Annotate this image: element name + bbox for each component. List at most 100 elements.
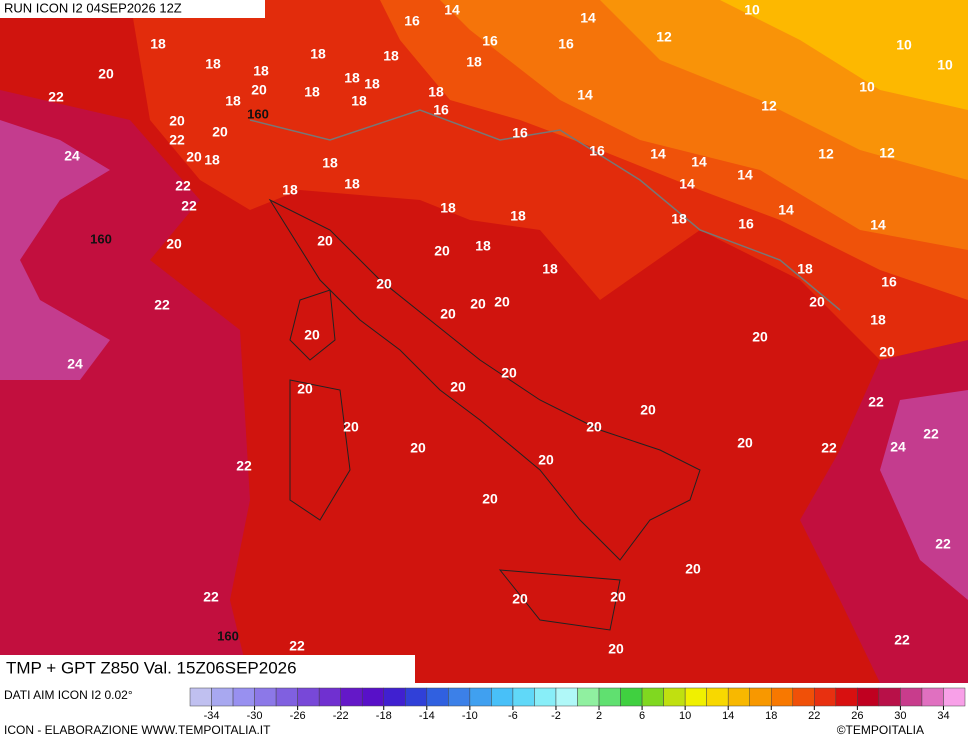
colorbar-tick-label: 18: [765, 710, 777, 722]
temperature-label: 14: [577, 87, 593, 103]
colorbar-swatch: [297, 687, 320, 707]
colorbar-tick-label: -22: [333, 710, 349, 722]
colorbar-swatch: [727, 687, 750, 707]
temperature-label: 20: [212, 124, 228, 140]
temperature-label: 18: [671, 211, 687, 227]
colorbar-swatch: [684, 687, 707, 707]
temperature-label: 20: [166, 236, 182, 252]
temperature-label: 10: [859, 79, 875, 95]
temperature-label: 20: [512, 591, 528, 607]
temperature-label: 18: [344, 70, 360, 86]
colorbar-swatch: [641, 687, 664, 707]
temperature-label: 20: [737, 435, 753, 451]
temperature-label: 20: [879, 344, 895, 360]
colorbar-tick-label: -34: [204, 710, 220, 722]
temperature-label: 20: [538, 452, 554, 468]
temperature-label: 22: [868, 394, 884, 410]
temperature-label: 12: [656, 29, 672, 45]
colorbar-swatch: [189, 687, 212, 707]
colorbar-tick-label: -6: [508, 710, 518, 722]
temperature-label: 16: [558, 36, 574, 52]
temperature-label: 20: [410, 440, 426, 456]
temperature-label: 22: [821, 440, 837, 456]
zone-24: [0, 120, 110, 380]
temperature-label: 12: [879, 145, 895, 161]
colorbar-swatch: [254, 687, 277, 707]
temperature-label: 18: [253, 63, 269, 79]
credit: ICON - ELABORAZIONE WWW.TEMPOITALIA.IT: [4, 723, 271, 737]
zone-22: [0, 90, 250, 683]
temperature-label: 20: [685, 561, 701, 577]
colorbar-tick-label: -10: [462, 710, 478, 722]
temperature-label: 18: [510, 208, 526, 224]
temperature-label: 20: [169, 113, 185, 129]
temperature-label: 18: [351, 93, 367, 109]
colorbar-swatch: [598, 687, 621, 707]
temperature-label: 18: [150, 36, 166, 52]
colorbar-swatch: [663, 687, 686, 707]
temperature-label: 20: [640, 402, 656, 418]
temperature-label: 20: [297, 381, 313, 397]
temperature-label: 10: [896, 37, 912, 53]
run-box: [0, 0, 265, 18]
temperature-label: 20: [586, 419, 602, 435]
source: DATI AIM ICON I2 0.02°: [4, 688, 133, 702]
temperature-label: 18: [205, 56, 221, 72]
temperature-label: 14: [870, 217, 886, 233]
temperature-label: 22: [935, 536, 951, 552]
temperature-label: 20: [317, 233, 333, 249]
zone-10: [720, 0, 968, 110]
temperature-label: 14: [650, 146, 666, 162]
temperature-label: 20: [470, 296, 486, 312]
geopotential-label: 160: [217, 628, 239, 643]
temperature-label: 20: [251, 82, 267, 98]
title-box: [0, 655, 415, 683]
temperature-label: 18: [870, 312, 886, 328]
copyright: ©TEMPOITALIA: [837, 723, 924, 737]
colorbar-swatch: [318, 687, 341, 707]
colorbar-swatch: [814, 687, 837, 707]
temperature-label: 22: [923, 426, 939, 442]
zone-24-east: [880, 390, 968, 600]
colorbar-swatch: [383, 687, 406, 707]
colorbar-swatch: [921, 687, 944, 707]
colorbar-tick-label: 26: [851, 710, 863, 722]
colorbar-swatch: [469, 687, 492, 707]
temperature-label: 16: [881, 274, 897, 290]
map: [0, 0, 968, 683]
temperature-label: 18: [304, 84, 320, 100]
temperature-label: 22: [894, 632, 910, 648]
temperature-label: 18: [322, 155, 338, 171]
colorbar-swatch: [792, 687, 815, 707]
colorbar: -34 -30 -26 -22 -18 -14 -10 -6 -2 2 6 10 14 18 22 26 30 3…: [189, 687, 966, 722]
temperature-label: 20: [610, 589, 626, 605]
run-label: RUN ICON I2 04SEP2026 12Z: [4, 0, 182, 15]
temperature-label: 20: [440, 306, 456, 322]
temperature-label: 18: [542, 261, 558, 277]
colorbar-swatch: [361, 687, 385, 707]
colorbar-tick-label: 22: [808, 710, 820, 722]
colorbar-swatch: [878, 687, 901, 707]
temperature-label: 18: [440, 200, 456, 216]
temperature-label: 14: [778, 202, 794, 218]
temperature-label: 24: [64, 148, 80, 164]
colorbar-swatch: [512, 687, 535, 707]
coastline: [268, 198, 701, 631]
temperature-label: 22: [181, 198, 197, 214]
temperature-label: 20: [809, 294, 825, 310]
colorbar-tick-label: 6: [639, 710, 645, 722]
colorbar-swatch: [706, 687, 729, 707]
temperature-label: 20: [343, 419, 359, 435]
temperature-label: 24: [67, 356, 83, 372]
temperature-label: 20: [482, 491, 498, 507]
temperature-label: 18: [344, 176, 360, 192]
colorbar-swatch: [771, 687, 794, 707]
colorbar-swatch: [448, 687, 471, 707]
temperature-label: 18: [466, 54, 482, 70]
temperature-label: 14: [444, 2, 460, 18]
temperature-label: 22: [169, 132, 185, 148]
temperature-label: 16: [404, 13, 420, 29]
colorbar-swatch: [211, 687, 234, 707]
temperature-label: 22: [203, 589, 219, 605]
